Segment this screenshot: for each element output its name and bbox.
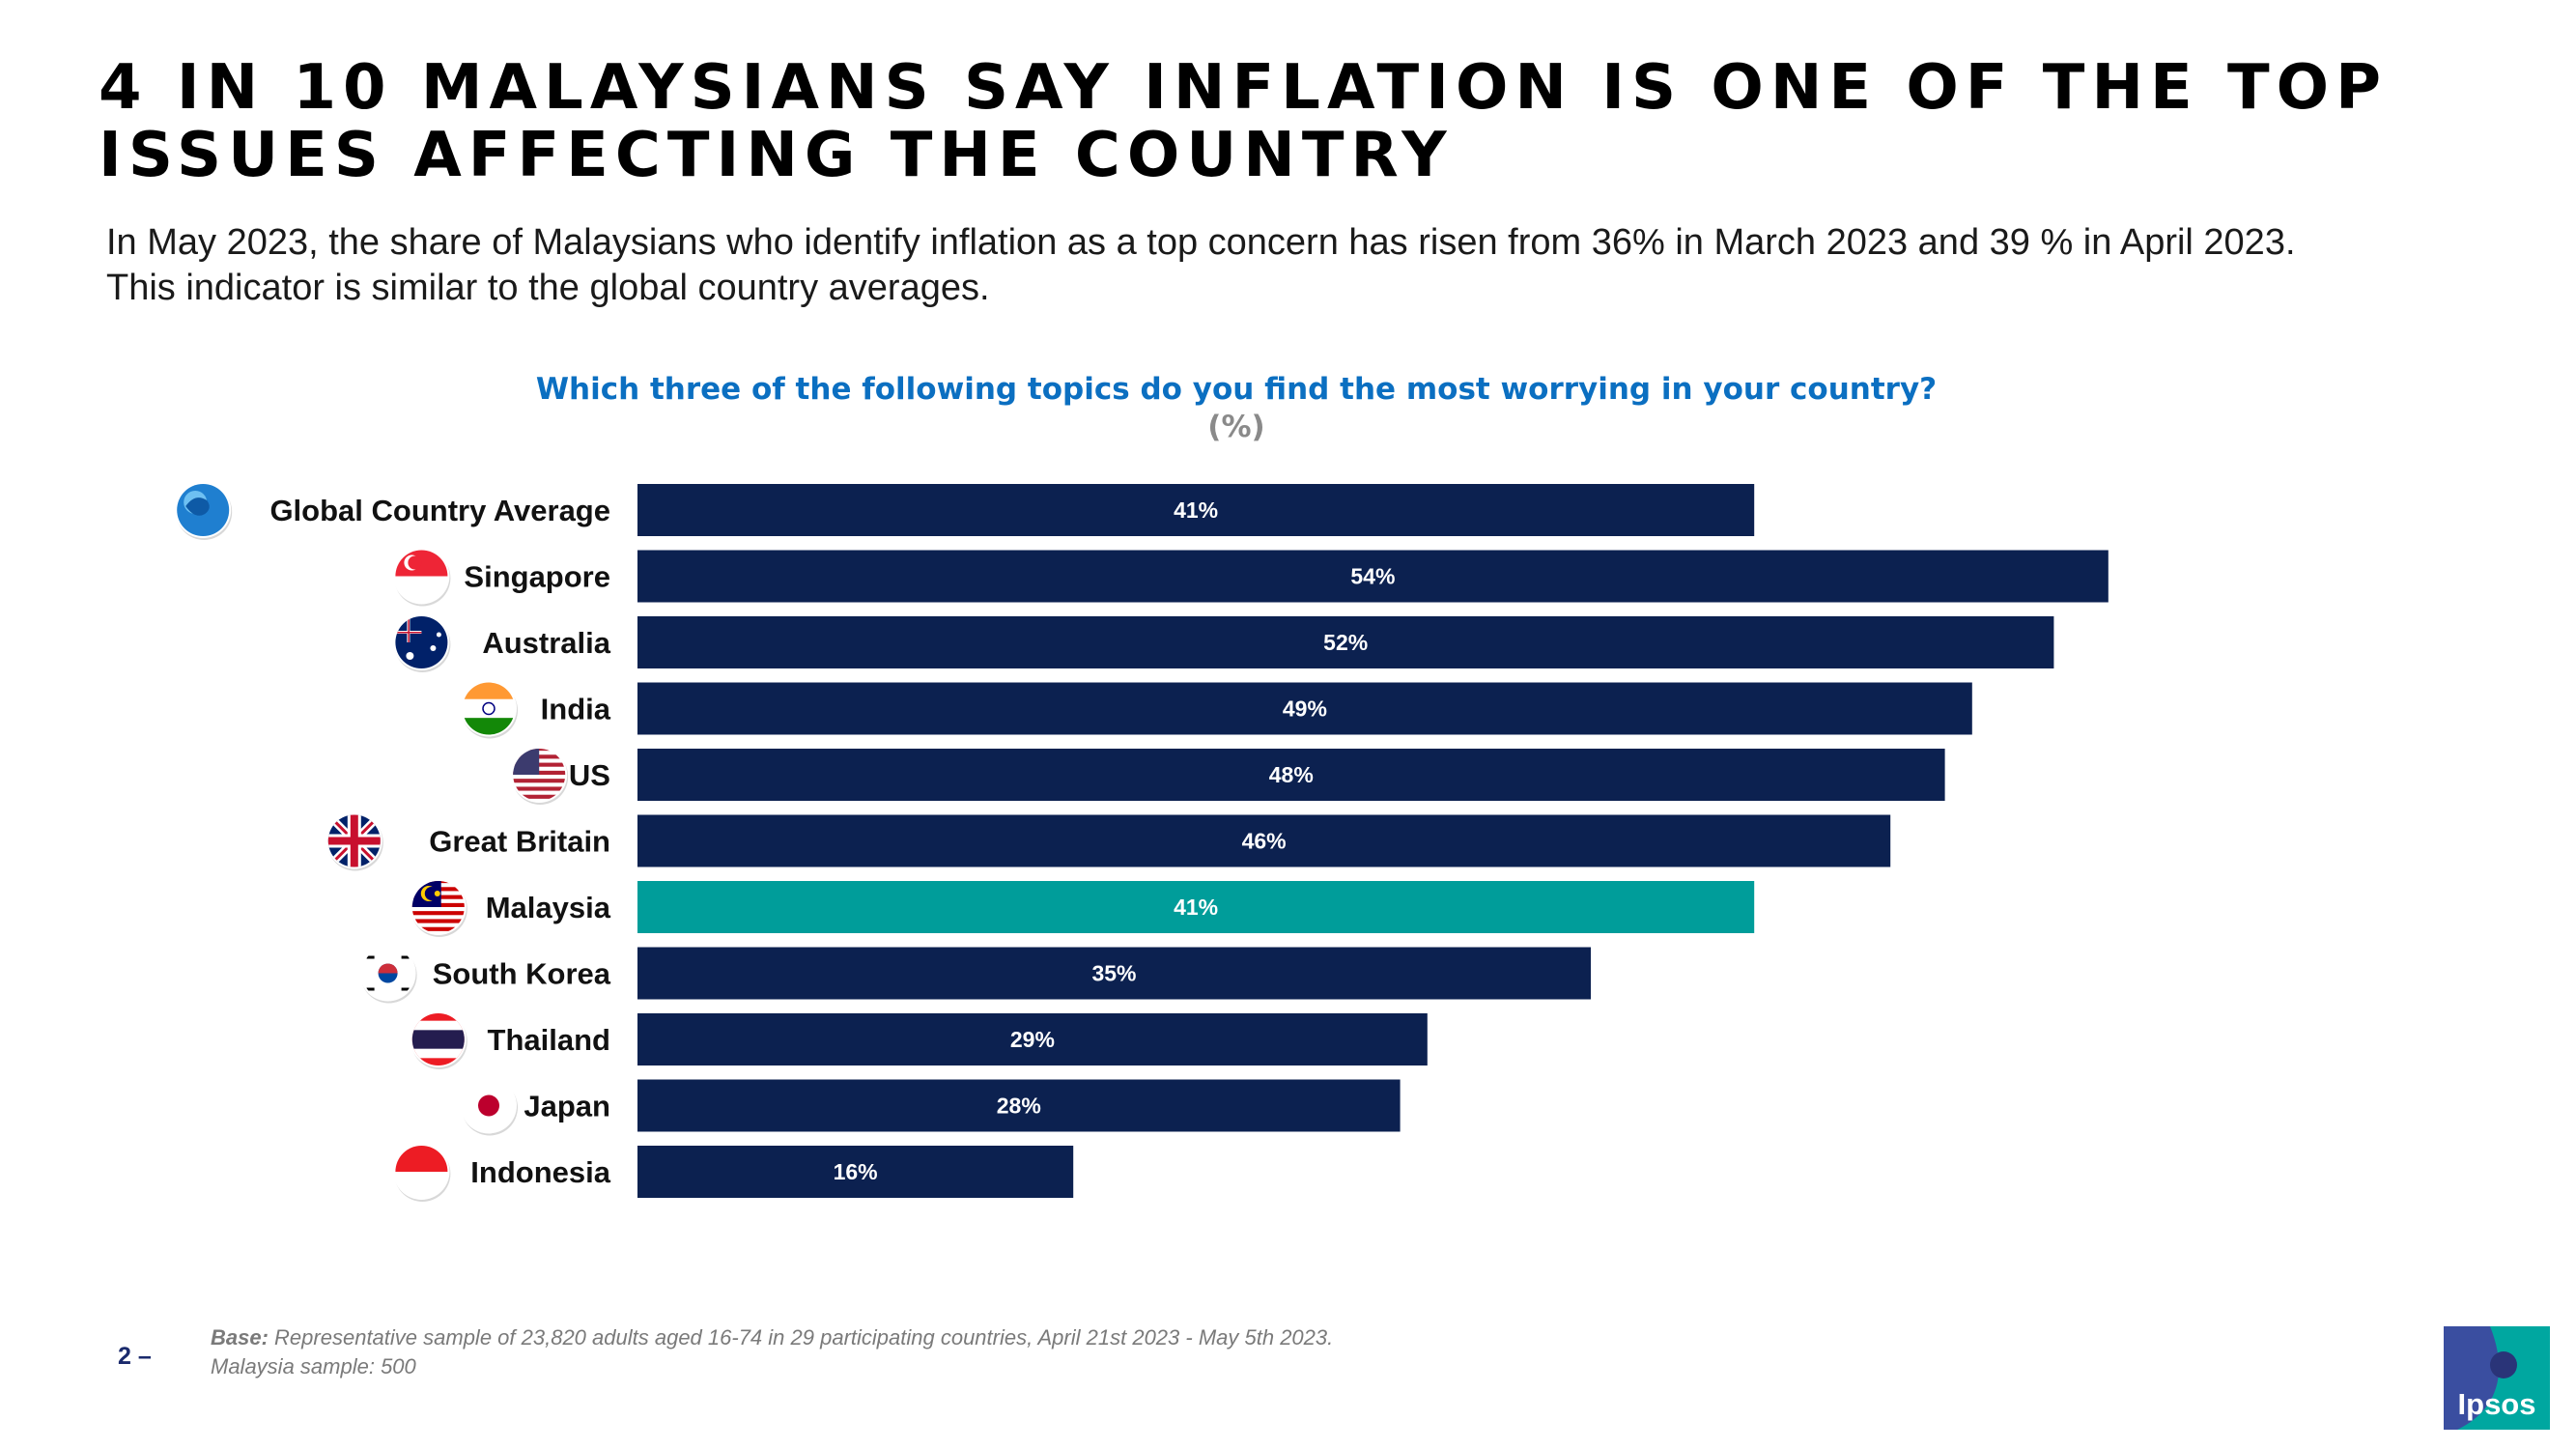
chart-row: 46% Great Britain <box>326 812 1891 871</box>
page-title: 4 IN 10 MALAYSIANS SAY INFLATION IS ONE … <box>99 54 2417 189</box>
chart-row: 52% Australia <box>393 614 2054 672</box>
bar-singapore <box>637 550 2109 603</box>
footer-note: Base: Representative sample of 23,820 ad… <box>211 1323 1333 1381</box>
category-label: South Korea <box>433 957 611 991</box>
category-label: India <box>541 693 611 726</box>
bar-thailand <box>637 1013 1428 1065</box>
sample-text: Malaysia sample: 500 <box>211 1354 416 1378</box>
flag-australia-icon <box>393 614 451 672</box>
bar-japan <box>637 1079 1401 1132</box>
chart-row: 41% Global Country Average <box>175 482 1755 540</box>
bar-great-britain <box>637 814 1891 867</box>
bar-south-korea <box>637 947 1591 1000</box>
bar-value-label: 41% <box>1174 895 1218 920</box>
page-number: 2 – <box>118 1343 152 1370</box>
bar-global-country-average <box>637 484 1755 536</box>
chart-row: 49% India <box>461 680 1972 739</box>
category-label: Australia <box>482 626 610 660</box>
globe-icon <box>175 482 233 540</box>
flag-thailand-icon <box>410 1011 467 1069</box>
ipsos-logo-mark <box>2444 1326 2550 1430</box>
category-label: Global Country Average <box>269 494 610 527</box>
flag-malaysia-icon <box>410 879 467 937</box>
bar-value-label: 28% <box>997 1094 1041 1119</box>
base-text: Representative sample of 23,820 adults a… <box>274 1325 1334 1350</box>
flag-great-britain-icon <box>326 812 383 871</box>
bar-value-label: 16% <box>834 1159 878 1184</box>
chart-row: 54% Singapore <box>393 548 2109 607</box>
category-label: Singapore <box>464 560 610 594</box>
flag-india-icon <box>461 680 518 739</box>
flag-japan-icon <box>461 1077 518 1136</box>
chart-row: 16% Indonesia <box>393 1144 1074 1202</box>
chart-question: Which three of the following topics do y… <box>535 372 1938 407</box>
bar-value-label: 48% <box>1269 762 1314 787</box>
category-label: US <box>569 758 610 792</box>
chart-row: 35% South Korea <box>359 945 1591 1004</box>
category-label: Thailand <box>488 1023 610 1057</box>
bar-malaysia <box>637 881 1755 933</box>
subtitle-line-2: This indicator is similar to the global … <box>106 268 990 308</box>
title-line-2: ISSUES AFFECTING THE COUNTRY <box>99 120 1454 191</box>
flag-indonesia-icon <box>393 1144 451 1202</box>
logo-text: Ipsos <box>2457 1387 2536 1421</box>
bar-us <box>637 749 1945 801</box>
flag-us-icon <box>511 747 569 805</box>
bar-india <box>637 682 1972 735</box>
flag-singapore-icon <box>393 548 451 607</box>
bar-value-label: 54% <box>1350 564 1395 589</box>
bar-value-label: 41% <box>1174 497 1218 523</box>
flag-south-korea-icon <box>359 945 417 1004</box>
bar-value-label: 46% <box>1242 829 1287 854</box>
category-label: Malaysia <box>486 891 611 924</box>
base-label: Base: <box>211 1325 269 1350</box>
subtitle: In May 2023, the share of Malaysians who… <box>106 220 2473 311</box>
bar-indonesia <box>637 1146 1074 1198</box>
bar-value-label: 49% <box>1283 696 1327 722</box>
bar-australia <box>637 616 2054 668</box>
chart-row: 48% US <box>511 747 1945 805</box>
chart-row: 28% Japan <box>461 1077 1401 1136</box>
bar-value-label: 35% <box>1091 961 1136 986</box>
title-line-1: 4 IN 10 MALAYSIANS SAY INFLATION IS ONE … <box>99 52 2388 124</box>
subtitle-line-1: In May 2023, the share of Malaysians who… <box>106 222 2296 263</box>
bar-value-label: 52% <box>1323 630 1368 655</box>
category-label: Japan <box>524 1090 610 1123</box>
chart-row: 41% Malaysia <box>410 879 1755 937</box>
bar-value-label: 29% <box>1010 1027 1055 1052</box>
category-label: Great Britain <box>429 825 610 859</box>
chart-row: 29% Thailand <box>410 1011 1428 1069</box>
ipsos-logo: Ipsos <box>2444 1326 2550 1430</box>
chart-unit-label: (%) <box>1207 410 1265 444</box>
category-label: Indonesia <box>470 1155 610 1189</box>
